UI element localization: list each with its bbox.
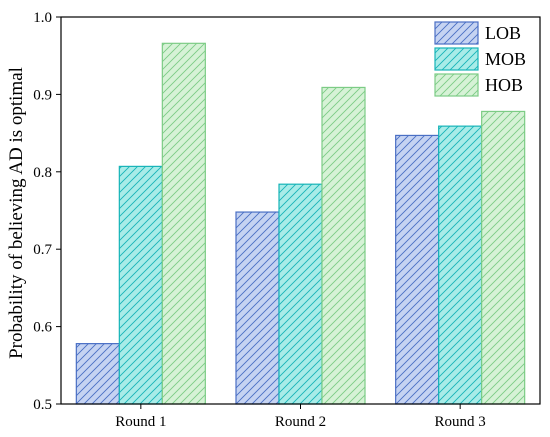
bar-hob-round-1 bbox=[161, 42, 206, 405]
legend: LOB MOB HOB bbox=[434, 21, 526, 97]
y-tick-label: 0.9 bbox=[33, 87, 52, 103]
legend-swatch-mob bbox=[434, 47, 479, 71]
bar-mob-round-1 bbox=[118, 165, 163, 405]
bar-lob-round-2 bbox=[235, 211, 280, 405]
y-axis-label: Probability of believing AD is optimal bbox=[6, 67, 27, 359]
legend-label-hob: HOB bbox=[485, 75, 523, 95]
bar-mob-round-2 bbox=[278, 183, 323, 405]
y-tick-label: 1.0 bbox=[33, 10, 52, 26]
bar-hob-round-2 bbox=[321, 86, 366, 405]
x-tick-label: Round 3 bbox=[435, 414, 486, 430]
y-tick-label: 0.7 bbox=[33, 242, 52, 258]
axes-layer: 0.5 0.6 0.7 0.8 0.9 1.0 Round 1 Round 2 Round 3 bbox=[33, 10, 541, 430]
bar-mob-round-3 bbox=[438, 125, 483, 405]
x-tick-label: Round 2 bbox=[275, 414, 326, 430]
legend-label-lob: LOB bbox=[485, 23, 521, 43]
bar-hob-round-3 bbox=[481, 110, 526, 405]
y-tick-label: 0.8 bbox=[33, 165, 52, 181]
y-tick-label: 0.5 bbox=[33, 397, 52, 413]
y-tick-label: 0.6 bbox=[33, 320, 52, 336]
bar-lob-round-1 bbox=[75, 343, 120, 405]
legend-swatch-lob bbox=[434, 21, 479, 45]
bars-layer bbox=[75, 42, 526, 405]
x-tick-label: Round 1 bbox=[115, 414, 166, 430]
bar-lob-round-3 bbox=[395, 134, 440, 405]
legend-label-mob: MOB bbox=[485, 49, 526, 69]
legend-swatch-hob bbox=[434, 73, 479, 97]
